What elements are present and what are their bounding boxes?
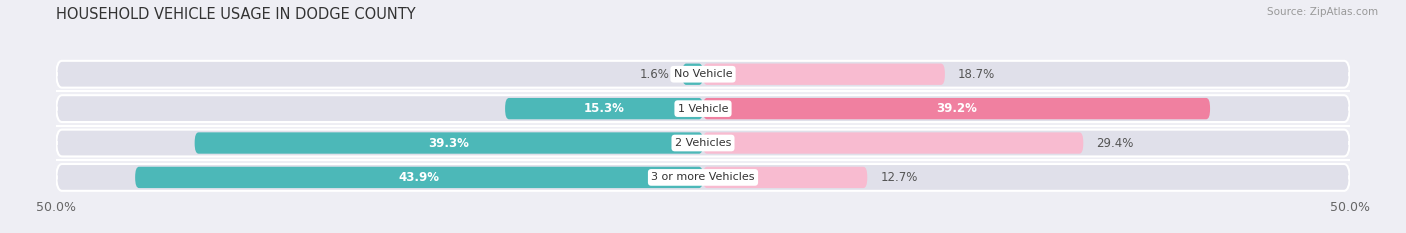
FancyBboxPatch shape — [682, 64, 703, 85]
Text: HOUSEHOLD VEHICLE USAGE IN DODGE COUNTY: HOUSEHOLD VEHICLE USAGE IN DODGE COUNTY — [56, 7, 416, 22]
Text: 3 or more Vehicles: 3 or more Vehicles — [651, 172, 755, 182]
Text: No Vehicle: No Vehicle — [673, 69, 733, 79]
FancyBboxPatch shape — [703, 64, 945, 85]
FancyBboxPatch shape — [56, 130, 1350, 156]
Text: 1 Vehicle: 1 Vehicle — [678, 104, 728, 114]
FancyBboxPatch shape — [56, 95, 1350, 122]
FancyBboxPatch shape — [505, 98, 703, 119]
FancyBboxPatch shape — [56, 164, 1350, 191]
Legend: Owner-occupied, Renter-occupied: Owner-occupied, Renter-occupied — [571, 230, 835, 233]
FancyBboxPatch shape — [703, 167, 868, 188]
FancyBboxPatch shape — [56, 61, 1350, 88]
Text: 12.7%: 12.7% — [880, 171, 918, 184]
Text: 29.4%: 29.4% — [1097, 137, 1133, 150]
Text: 18.7%: 18.7% — [957, 68, 995, 81]
Text: Source: ZipAtlas.com: Source: ZipAtlas.com — [1267, 7, 1378, 17]
Text: 1.6%: 1.6% — [640, 68, 669, 81]
FancyBboxPatch shape — [135, 167, 703, 188]
Text: 43.9%: 43.9% — [398, 171, 440, 184]
FancyBboxPatch shape — [703, 98, 1211, 119]
Text: 39.2%: 39.2% — [936, 102, 977, 115]
FancyBboxPatch shape — [703, 132, 1083, 154]
Text: 15.3%: 15.3% — [583, 102, 624, 115]
Text: 2 Vehicles: 2 Vehicles — [675, 138, 731, 148]
FancyBboxPatch shape — [194, 132, 703, 154]
Text: 39.3%: 39.3% — [429, 137, 470, 150]
